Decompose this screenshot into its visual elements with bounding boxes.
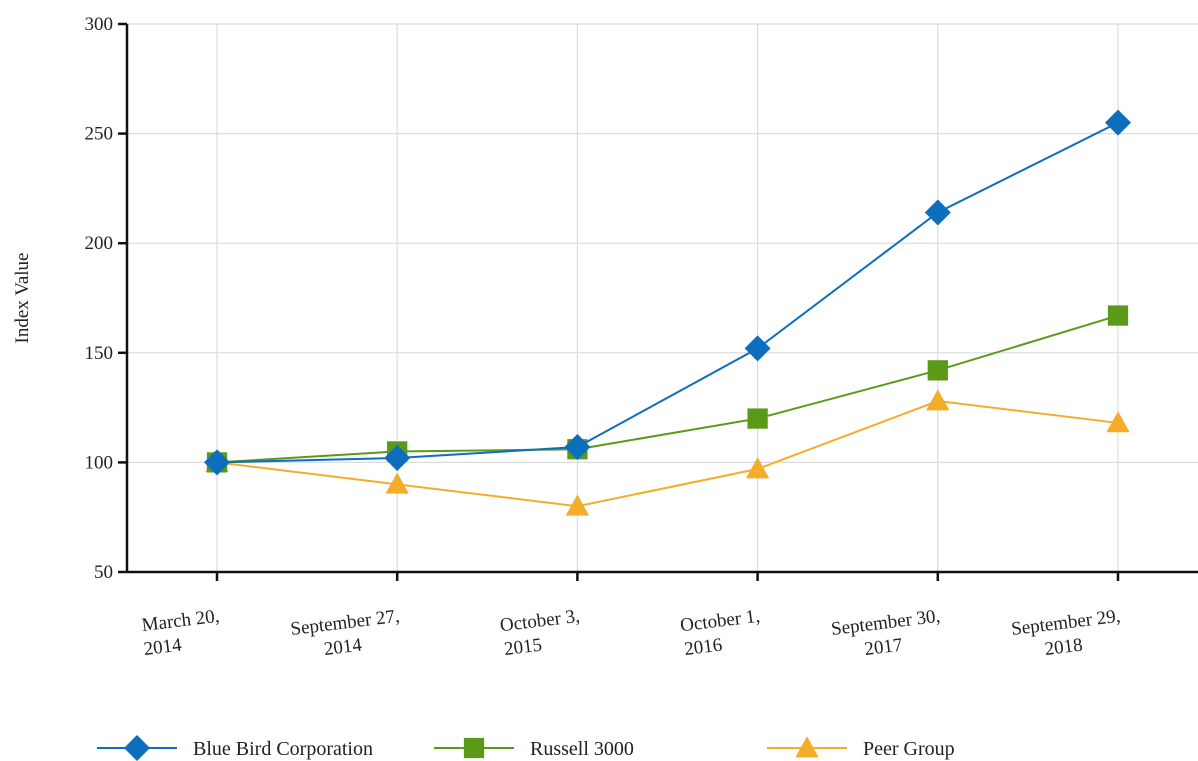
series: [204, 109, 1131, 516]
data-point-russell-3000: [927, 360, 948, 381]
data-point-blue-bird-corporation: [384, 445, 411, 472]
data-point-russell-3000: [747, 408, 768, 429]
data-point-blue-bird-corporation: [204, 449, 230, 476]
data-point-blue-bird-corporation: [744, 335, 771, 362]
data-point-peer-group: [745, 457, 770, 479]
series-blue-bird-corporation: [204, 109, 1131, 476]
data-point-peer-group: [565, 494, 590, 516]
y-tick-labels: 50 100 150 200 250 300: [85, 14, 114, 583]
legend-item-peer-group: Peer Group: [767, 736, 955, 760]
x-tick-label: September 30,2017: [830, 606, 944, 664]
x-tick-label: March 20,2014: [140, 606, 224, 660]
data-point-peer-group: [1106, 411, 1130, 433]
data-point-blue-bird-corporation: [1105, 109, 1131, 136]
legend-label-russell-3000: Russell 3000: [530, 738, 634, 760]
legend-marker-peer-group: [795, 736, 819, 758]
legend-label-blue-bird-corporation: Blue Bird Corporation: [193, 738, 373, 760]
y-tick-label: 200: [85, 233, 114, 254]
data-point-peer-group: [385, 472, 409, 494]
legend-marker-blue-bird-corporation: [124, 735, 150, 761]
x-tick-label: October 1,2016: [679, 606, 764, 660]
series-line-russell-3000: [216, 314, 1119, 464]
x-tick-label: September 27,2014: [289, 606, 403, 664]
data-point-peer-group: [926, 389, 950, 411]
y-tick-label: 50: [94, 562, 113, 583]
y-tick-label: 300: [85, 14, 114, 35]
legend-label-peer-group: Peer Group: [863, 738, 955, 760]
y-axis-title: Index Value: [12, 253, 33, 344]
series-line-peer-group: [216, 400, 1119, 508]
y-tick-label: 250: [85, 124, 114, 145]
y-tick-label: 100: [85, 452, 114, 473]
legend: Blue Bird Corporation Russell 3000 Peer Gr…: [97, 735, 955, 761]
legend-item-russell-3000: Russell 3000: [434, 737, 634, 760]
legend-item-blue-bird-corporation: Blue Bird Corporation: [97, 735, 373, 761]
x-tick-label: September 29,2018: [1010, 606, 1124, 664]
data-point-russell-3000: [1107, 305, 1129, 326]
gridlines: [127, 23, 1198, 572]
series-line-blue-bird-corporation: [216, 121, 1119, 464]
axes: [118, 22, 1198, 581]
x-tick-label: October 3,2015: [499, 606, 584, 660]
legend-marker-russell-3000: [463, 737, 485, 759]
x-tick-labels: March 20,2014 September 27,2014 October 3,…: [140, 606, 1124, 664]
y-tick-label: 150: [85, 343, 114, 364]
series-russell-3000: [206, 305, 1129, 473]
series-peer-group: [205, 389, 1130, 516]
data-point-blue-bird-corporation: [564, 434, 591, 461]
data-point-blue-bird-corporation: [924, 199, 951, 226]
